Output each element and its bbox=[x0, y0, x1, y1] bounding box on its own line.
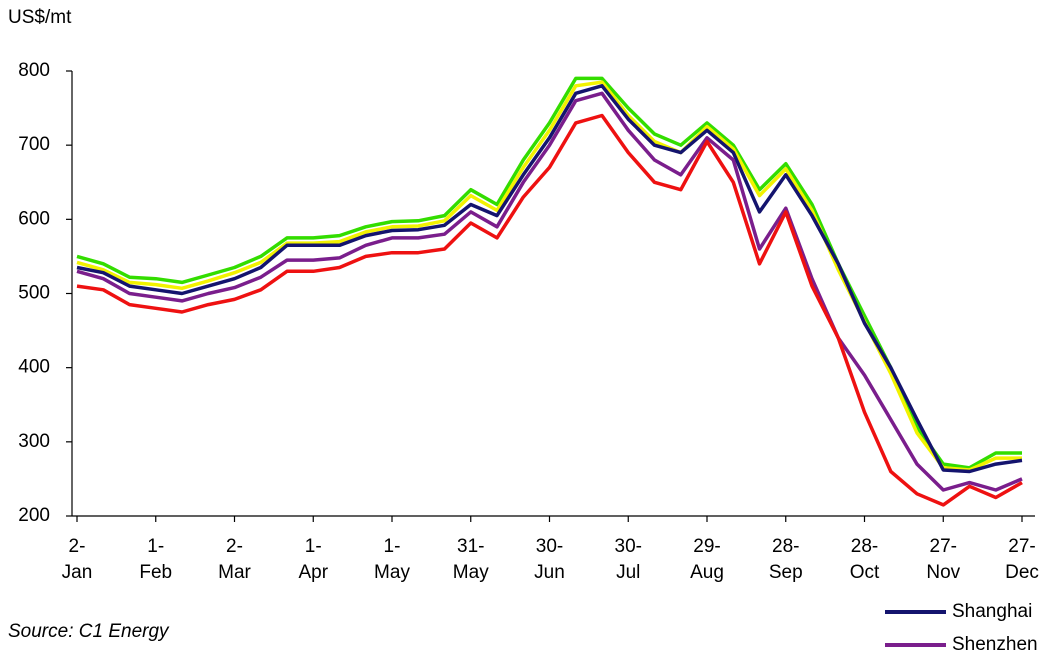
x-tick-label: 1-May bbox=[374, 536, 410, 583]
x-tick-label: 28-Oct bbox=[849, 536, 880, 583]
y-tick-label: 700 bbox=[18, 134, 50, 155]
series-line bbox=[76, 84, 1023, 474]
y-tick-label: 400 bbox=[18, 357, 50, 378]
x-tick-label: 30-Jul bbox=[614, 536, 642, 583]
y-tick-label: 200 bbox=[18, 505, 50, 526]
x-tick-label: 28-Sep bbox=[768, 536, 803, 583]
y-axis-label: US$/mt bbox=[8, 7, 72, 28]
x-tick-label: 1-Apr bbox=[298, 536, 329, 583]
y-tick-label: 600 bbox=[18, 208, 50, 229]
x-tick-label: 31-May bbox=[452, 536, 489, 583]
x-tick-label: 29-Aug bbox=[690, 536, 724, 583]
y-tick-label: 800 bbox=[18, 60, 50, 81]
series-line bbox=[76, 76, 1022, 470]
x-tick-label: 30-Jun bbox=[534, 536, 565, 583]
x-tick-label: 2-Jan bbox=[61, 536, 93, 583]
series-line bbox=[76, 91, 1023, 492]
x-tick-label: 27-Nov bbox=[926, 536, 961, 583]
x-tick-label: 1-Feb bbox=[139, 536, 173, 583]
x-tick-label: 2-Mar bbox=[218, 536, 251, 583]
x-tick-label: 27-Dec bbox=[1005, 536, 1039, 583]
source: Source: C1 Energy bbox=[8, 621, 170, 642]
y-tick-label: 500 bbox=[18, 283, 50, 304]
series-line bbox=[76, 113, 1023, 507]
y-tick-label: 300 bbox=[18, 431, 50, 452]
legend-label: Shanghai bbox=[952, 601, 1032, 622]
legend-label: Shenzhen bbox=[952, 634, 1038, 655]
